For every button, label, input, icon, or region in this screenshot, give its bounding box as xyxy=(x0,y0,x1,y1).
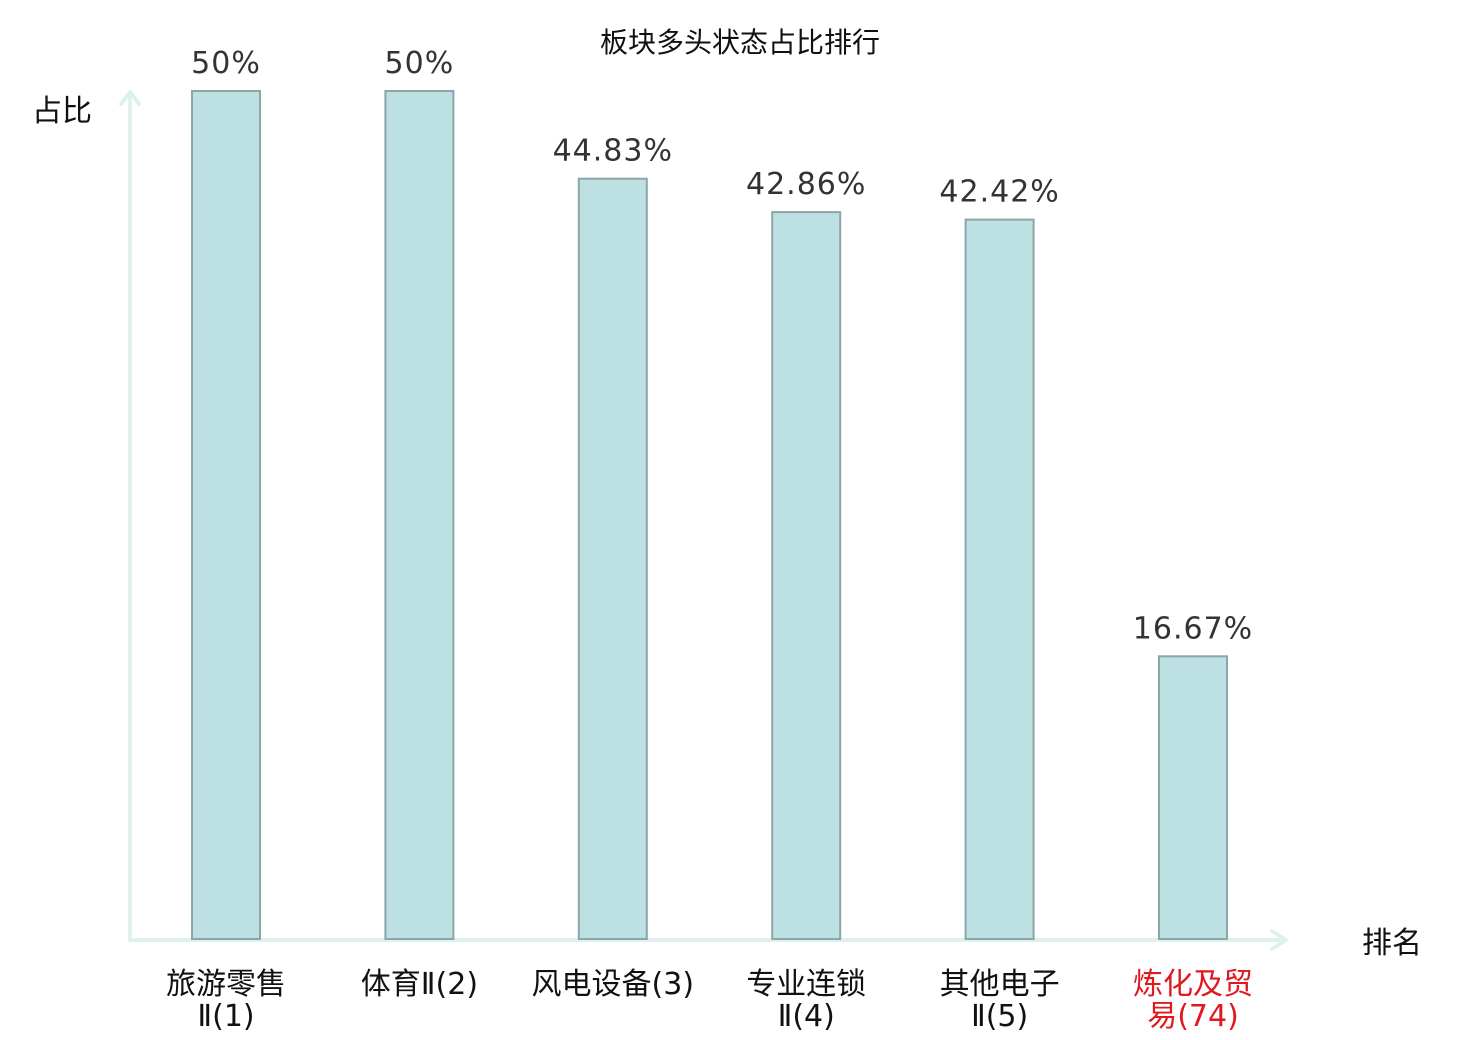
bar-5 xyxy=(964,218,1035,941)
bar-3 xyxy=(577,177,648,940)
value-label-2: 50% xyxy=(385,46,455,81)
category-label-6-line-1: 炼化及贸 xyxy=(1133,967,1253,1002)
category-label-1-line-1: 旅游零售 xyxy=(166,967,286,1002)
category-label-5-line-2: Ⅱ(5) xyxy=(971,999,1028,1034)
category-label-2-line-1: 体育Ⅱ(2) xyxy=(361,967,478,1002)
bars-group xyxy=(191,90,1228,941)
value-label-3: 44.83% xyxy=(553,134,673,169)
value-label-1: 50% xyxy=(191,46,261,81)
value-labels-group: 50% 50% 44.83% 42.86% 42.42% 16.67% xyxy=(191,46,1253,646)
category-label-6-line-2: 易(74) xyxy=(1147,999,1239,1034)
category-label-3-line-1: 风电设备(3) xyxy=(532,967,695,1002)
bar-6 xyxy=(1158,655,1228,940)
x-axis-label: 排名 xyxy=(1362,926,1422,961)
category-label-4-line-2: Ⅱ(4) xyxy=(778,999,835,1034)
x-axis-arrow-icon xyxy=(1270,929,1288,951)
category-label-4-line-1: 专业连锁 xyxy=(746,967,866,1002)
bar-2 xyxy=(384,90,455,940)
value-label-6: 16.67% xyxy=(1133,611,1253,646)
bar-4 xyxy=(771,211,842,941)
value-label-4: 42.86% xyxy=(746,167,866,202)
y-axis-label: 占比 xyxy=(32,94,92,129)
category-label-5-line-1: 其他电子 xyxy=(940,967,1060,1002)
category-label-1-line-2: Ⅱ(1) xyxy=(197,999,254,1034)
bar-1 xyxy=(191,90,261,940)
chart-title: 板块多头状态占比排行 xyxy=(600,26,880,59)
value-label-5: 42.42% xyxy=(939,175,1059,210)
